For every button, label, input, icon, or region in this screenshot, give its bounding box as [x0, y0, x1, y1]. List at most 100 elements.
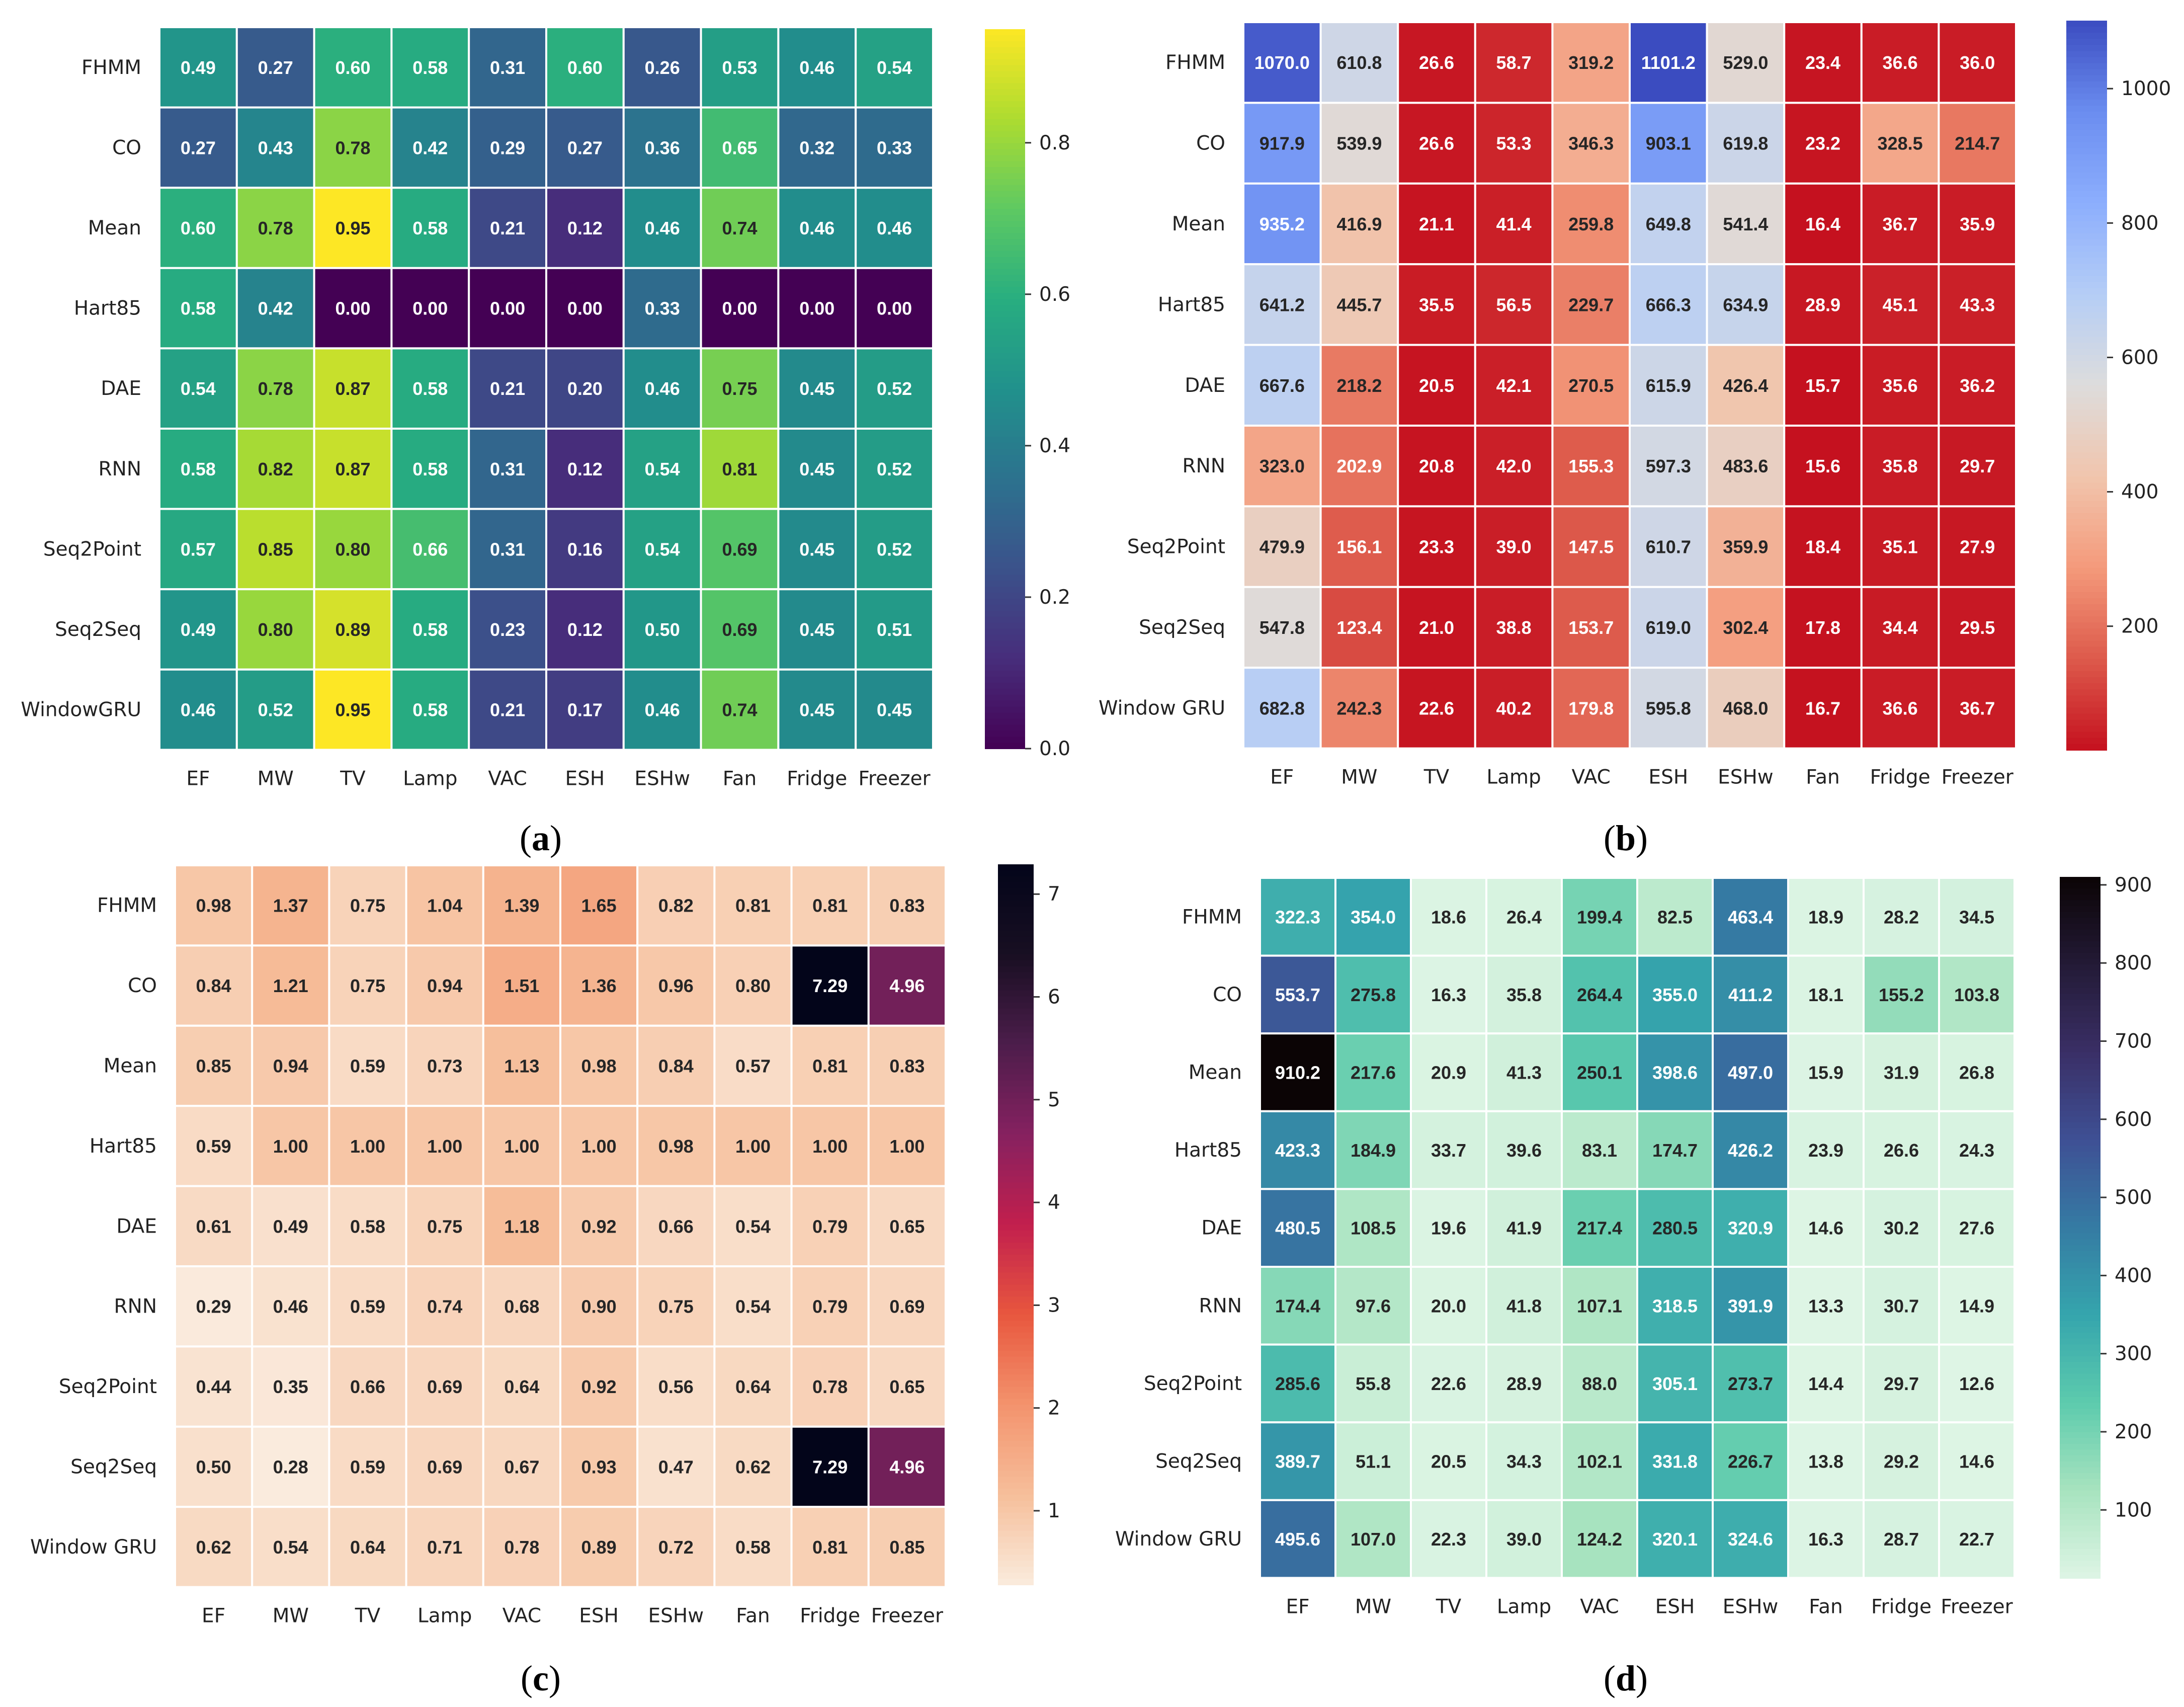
- colorbar-segment: [2066, 677, 2107, 684]
- heatmap-cell: [1783, 182, 1863, 266]
- cell-value-label: 0.75: [350, 976, 385, 996]
- colorbar-segment: [2066, 130, 2107, 137]
- colorbar-segment: [985, 269, 1025, 276]
- colorbar-segment: [2060, 1105, 2101, 1111]
- colorbar-tick-label: 500: [2115, 1186, 2152, 1209]
- heatmap-cell: [1397, 667, 1476, 750]
- colorbar-tick-label: 600: [2115, 1108, 2152, 1131]
- cell-value-label: 595.8: [1646, 698, 1691, 718]
- row-tick-label: Seq2Point: [59, 1375, 157, 1398]
- heatmap-cell: [855, 106, 934, 189]
- colorbar-tick-label: 1000: [2121, 77, 2171, 100]
- cell-value-label: 29.2: [1884, 1451, 1919, 1472]
- colorbar-segment: [998, 1344, 1034, 1351]
- colorbar-segment: [998, 918, 1034, 925]
- heatmap-cell: [855, 347, 934, 430]
- colorbar-segment: [2060, 1291, 2101, 1298]
- colorbar-segment: [2066, 361, 2107, 368]
- cell-value-label: 0.49: [273, 1216, 308, 1237]
- cell-value-label: 0.21: [490, 378, 525, 399]
- colorbar-segment: [2066, 215, 2107, 222]
- colorbar-segment: [998, 1194, 1034, 1201]
- cell-value-label: 34.3: [1506, 1451, 1542, 1472]
- colorbar-segment: [2060, 1338, 2101, 1345]
- colorbar-segment: [2060, 1496, 2101, 1503]
- column-tick-label: Lamp: [417, 1605, 472, 1628]
- heatmap-cell: [390, 668, 470, 751]
- colorbar-segment: [998, 1440, 1034, 1447]
- cell-value-label: 0.46: [273, 1296, 308, 1317]
- colorbar-segment: [2066, 646, 2107, 654]
- cell-value-label: 0.12: [567, 459, 603, 479]
- cell-value-label: 0.57: [735, 1056, 771, 1077]
- cell-value-label: 174.4: [1275, 1295, 1320, 1316]
- colorbar-segment: [2066, 349, 2107, 356]
- colorbar-segment: [998, 1014, 1034, 1021]
- colorbar-segment: [2066, 446, 2107, 453]
- colorbar-segment: [998, 1038, 1034, 1045]
- column-tick-label: MW: [273, 1605, 309, 1628]
- colorbar-segment: [985, 587, 1025, 594]
- cell-value-label: 26.4: [1506, 907, 1542, 927]
- colorbar-segment: [985, 53, 1025, 60]
- cell-value-label: 51.1: [1356, 1451, 1391, 1472]
- heatmap-cell: [1636, 1188, 1714, 1268]
- cell-value-label: 0.64: [350, 1537, 385, 1558]
- row-tick-label: DAE: [1185, 374, 1225, 397]
- cell-value-label: 42.0: [1496, 456, 1532, 476]
- colorbar-segment: [998, 1098, 1034, 1105]
- colorbar-segment: [998, 912, 1034, 919]
- heatmap-cell: [235, 106, 315, 189]
- colorbar-segment: [2060, 1537, 2101, 1544]
- colorbar-segment: [985, 622, 1025, 629]
- heatmap-cell: [867, 1105, 947, 1187]
- colorbar-tick-label: 200: [2115, 1421, 2152, 1443]
- heatmap-cell: [867, 1506, 947, 1588]
- heatmap-cell: [482, 864, 561, 947]
- colorbar-segment: [985, 562, 1025, 570]
- row-tick-label: CO: [1213, 984, 1242, 1006]
- colorbar-segment: [2060, 1023, 2101, 1030]
- colorbar-segment: [998, 1188, 1034, 1195]
- cell-value-label: 280.5: [1652, 1218, 1698, 1239]
- cell-value-label: 0.95: [335, 700, 370, 720]
- cell-value-label: 124.2: [1577, 1529, 1622, 1550]
- colorbar-segment: [2066, 270, 2107, 277]
- colorbar-segment: [998, 954, 1034, 961]
- colorbar-segment: [985, 35, 1025, 42]
- colorbar-segment: [985, 472, 1025, 479]
- colorbar-segment: [998, 900, 1034, 907]
- heatmap-cell: [545, 106, 625, 189]
- cell-value-label: 21.0: [1419, 617, 1454, 638]
- cell-value-label: 22.6: [1419, 698, 1454, 718]
- cell-value-label: 226.7: [1728, 1451, 1773, 1472]
- heatmap-cell: [1860, 182, 1940, 266]
- heatmap-cell: [251, 1345, 330, 1428]
- colorbar-segment: [2066, 555, 2107, 562]
- cell-value-label: 174.7: [1652, 1140, 1698, 1161]
- colorbar-segment: [2066, 118, 2107, 125]
- colorbar-segment: [2066, 489, 2107, 496]
- colorbar-segment: [2066, 653, 2107, 660]
- heatmap-cell: [1706, 263, 1786, 346]
- heatmap-cell: [622, 187, 702, 269]
- heatmap-cell: [1636, 1499, 1714, 1579]
- colorbar-segment: [2060, 1561, 2101, 1567]
- heatmap-cell: [1938, 21, 2017, 104]
- cell-value-label: 34.5: [1959, 907, 1994, 927]
- colorbar-segment: [2066, 209, 2107, 216]
- colorbar-segment: [998, 1500, 1034, 1507]
- colorbar-segment: [985, 83, 1025, 90]
- colorbar-segment: [998, 984, 1034, 991]
- heatmap-cell: [1706, 102, 1786, 185]
- heatmap-cell: [235, 187, 315, 269]
- colorbar-segment: [985, 239, 1025, 246]
- cell-value-label: 0.23: [490, 619, 525, 640]
- cell-value-label: 0.69: [722, 539, 757, 559]
- heatmap-cell: [1551, 425, 1631, 508]
- colorbar-segment: [2060, 929, 2101, 936]
- cell-value-label: 0.58: [412, 700, 448, 720]
- colorbar-segment: [985, 305, 1025, 312]
- cell-value-label: 0.81: [735, 896, 771, 916]
- heatmap-cell: [1629, 425, 1708, 508]
